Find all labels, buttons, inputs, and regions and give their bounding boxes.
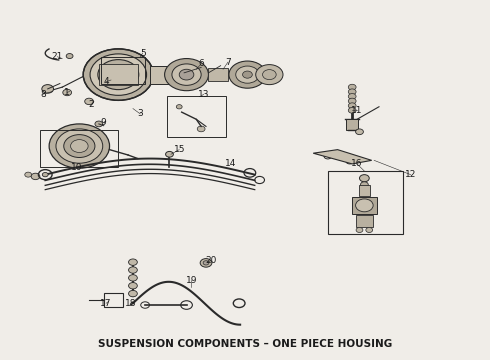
Text: 12: 12 [405, 170, 416, 179]
Circle shape [165, 59, 208, 91]
Text: 9: 9 [101, 118, 107, 127]
Circle shape [243, 71, 252, 78]
Circle shape [361, 182, 368, 188]
Polygon shape [313, 150, 372, 164]
Text: 5: 5 [140, 49, 146, 58]
Circle shape [85, 98, 94, 105]
Circle shape [348, 103, 356, 109]
Circle shape [203, 261, 209, 265]
Circle shape [49, 124, 110, 168]
Bar [167, 96, 225, 137]
Circle shape [172, 64, 201, 85]
Circle shape [98, 60, 139, 90]
Circle shape [25, 172, 31, 177]
Circle shape [66, 54, 73, 59]
Circle shape [128, 291, 137, 297]
Text: 14: 14 [225, 159, 236, 168]
Text: 20: 20 [205, 256, 217, 265]
Bar [346, 119, 358, 130]
Text: 6: 6 [198, 59, 204, 68]
Circle shape [90, 54, 147, 95]
Circle shape [348, 84, 356, 90]
Circle shape [95, 121, 103, 127]
Text: 2: 2 [89, 100, 95, 109]
Circle shape [128, 259, 137, 265]
Circle shape [71, 140, 88, 153]
Circle shape [42, 172, 48, 177]
Bar [101, 57, 145, 84]
Circle shape [56, 129, 103, 163]
Circle shape [356, 129, 364, 135]
Circle shape [42, 85, 53, 93]
Circle shape [356, 199, 373, 212]
Bar [104, 293, 123, 307]
Text: 15: 15 [173, 145, 185, 154]
Circle shape [197, 126, 205, 132]
Circle shape [128, 267, 137, 273]
Text: 4: 4 [103, 77, 109, 86]
Circle shape [128, 275, 137, 281]
Text: 1: 1 [64, 88, 70, 97]
Circle shape [263, 69, 276, 80]
Text: 10: 10 [71, 163, 83, 172]
Text: 16: 16 [351, 159, 363, 168]
Bar [352, 197, 376, 214]
Circle shape [200, 258, 212, 267]
Circle shape [348, 98, 356, 104]
Circle shape [31, 173, 40, 180]
Text: 17: 17 [100, 299, 112, 308]
Text: 21: 21 [52, 52, 63, 61]
Text: 18: 18 [125, 299, 136, 308]
Circle shape [64, 135, 95, 157]
Text: SUSPENSION COMPONENTS – ONE PIECE HOUSING: SUSPENSION COMPONENTS – ONE PIECE HOUSIN… [98, 339, 392, 349]
Text: 19: 19 [186, 275, 197, 284]
Bar [150, 66, 179, 84]
Bar [359, 185, 370, 196]
Circle shape [176, 105, 182, 109]
Circle shape [166, 152, 173, 157]
Text: 13: 13 [198, 90, 209, 99]
Circle shape [83, 49, 153, 100]
Circle shape [236, 66, 259, 83]
Circle shape [106, 66, 130, 84]
Circle shape [348, 89, 356, 95]
Text: 11: 11 [351, 106, 363, 115]
Text: 8: 8 [40, 90, 46, 99]
Circle shape [356, 228, 363, 233]
Circle shape [256, 64, 283, 85]
Circle shape [360, 175, 369, 182]
Circle shape [348, 108, 356, 113]
Circle shape [229, 61, 266, 88]
Bar [208, 68, 228, 81]
Circle shape [113, 70, 124, 79]
Circle shape [128, 283, 137, 289]
Text: 7: 7 [225, 58, 231, 67]
Text: 3: 3 [137, 109, 143, 118]
Circle shape [63, 89, 72, 96]
Bar [40, 130, 118, 167]
Circle shape [348, 94, 356, 99]
Bar [99, 64, 138, 85]
Bar [328, 171, 403, 234]
Bar [356, 215, 373, 227]
Circle shape [366, 228, 373, 233]
Circle shape [179, 69, 194, 80]
